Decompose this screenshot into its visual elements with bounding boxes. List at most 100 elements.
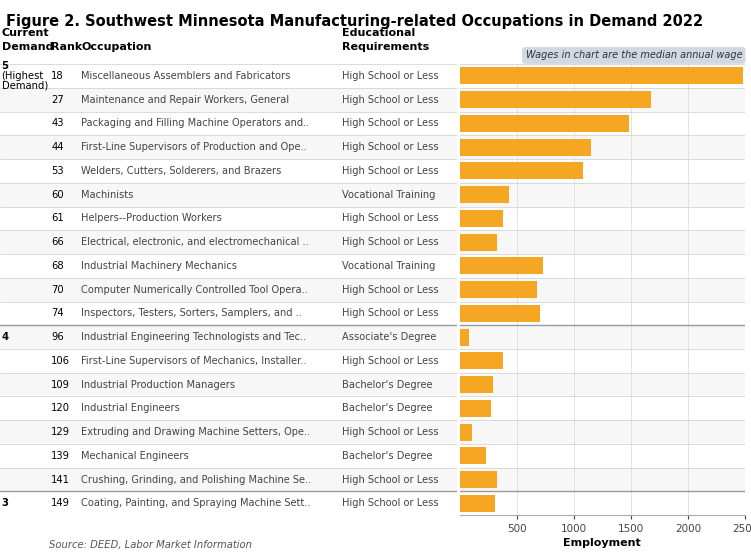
- X-axis label: Employment: Employment: [563, 539, 641, 549]
- Bar: [460, 233, 497, 251]
- Text: High School or Less: High School or Less: [342, 285, 439, 295]
- Bar: [460, 325, 745, 349]
- Text: Associate's Degree: Associate's Degree: [342, 332, 436, 342]
- Bar: [460, 278, 745, 301]
- Bar: [460, 495, 495, 512]
- Text: Industrial Machinery Mechanics: Industrial Machinery Mechanics: [81, 261, 237, 271]
- Bar: [0, 230, 457, 254]
- Bar: [0, 135, 457, 159]
- Bar: [460, 281, 537, 298]
- Bar: [460, 210, 503, 227]
- Bar: [0, 373, 457, 397]
- Text: Crushing, Grinding, and Polishing Machine Se..: Crushing, Grinding, and Polishing Machin…: [81, 475, 312, 485]
- Text: Mechanical Engineers: Mechanical Engineers: [81, 451, 189, 461]
- Text: 68: 68: [51, 261, 64, 271]
- Text: Wages in chart are the median annual wage: Wages in chart are the median annual wag…: [526, 51, 742, 61]
- Text: Computer Numerically Controlled Tool Opera..: Computer Numerically Controlled Tool Ope…: [81, 285, 308, 295]
- Text: Industrial Engineering Technologists and Tec..: Industrial Engineering Technologists and…: [81, 332, 306, 342]
- Text: First-Line Supervisors of Mechanics, Installer..: First-Line Supervisors of Mechanics, Ins…: [81, 356, 306, 366]
- Bar: [460, 183, 745, 207]
- Text: Helpers--Production Workers: Helpers--Production Workers: [81, 213, 222, 223]
- Bar: [460, 329, 469, 346]
- Bar: [0, 325, 457, 349]
- Text: Inspectors, Testers, Sorters, Samplers, and ..: Inspectors, Testers, Sorters, Samplers, …: [81, 309, 302, 319]
- Bar: [460, 420, 745, 444]
- Bar: [460, 423, 472, 441]
- Text: High School or Less: High School or Less: [342, 119, 439, 129]
- Bar: [460, 257, 543, 275]
- Text: High School or Less: High School or Less: [342, 499, 439, 509]
- Text: Source: DEED, Labor Market Information: Source: DEED, Labor Market Information: [49, 540, 252, 550]
- Text: First-Line Supervisors of Production and Ope..: First-Line Supervisors of Production and…: [81, 142, 307, 152]
- Bar: [0, 468, 457, 491]
- Text: 120: 120: [51, 403, 70, 413]
- Text: Demand: Demand: [2, 42, 53, 52]
- Text: 106: 106: [51, 356, 70, 366]
- Text: Industrial Production Managers: Industrial Production Managers: [81, 380, 235, 390]
- Text: Industrial Engineers: Industrial Engineers: [81, 403, 180, 413]
- Text: Maintenance and Repair Workers, General: Maintenance and Repair Workers, General: [81, 95, 289, 105]
- Bar: [460, 91, 651, 108]
- Text: 66: 66: [51, 237, 64, 247]
- Text: Current: Current: [2, 28, 49, 38]
- Text: (Highest: (Highest: [2, 71, 44, 81]
- Text: 44: 44: [51, 142, 64, 152]
- Bar: [460, 376, 493, 393]
- Bar: [460, 468, 745, 491]
- Bar: [0, 278, 457, 301]
- Text: Bachelor's Degree: Bachelor's Degree: [342, 380, 433, 390]
- Text: Demand): Demand): [2, 81, 48, 91]
- Text: Bachelor's Degree: Bachelor's Degree: [342, 451, 433, 461]
- Text: High School or Less: High School or Less: [342, 142, 439, 152]
- Text: Bachelor's Degree: Bachelor's Degree: [342, 403, 433, 413]
- Text: 70: 70: [51, 285, 64, 295]
- Bar: [0, 420, 457, 444]
- Bar: [460, 400, 491, 417]
- Text: High School or Less: High School or Less: [342, 475, 439, 485]
- Text: 61: 61: [51, 213, 64, 223]
- Text: Educational: Educational: [342, 28, 415, 38]
- Text: Machinists: Machinists: [81, 189, 134, 199]
- Text: Vocational Training: Vocational Training: [342, 261, 435, 271]
- Text: 129: 129: [51, 427, 70, 437]
- Text: 60: 60: [51, 189, 64, 199]
- Bar: [0, 183, 457, 207]
- Bar: [460, 88, 745, 111]
- Text: 18: 18: [51, 71, 64, 81]
- Bar: [0, 88, 457, 111]
- Text: 141: 141: [51, 475, 70, 485]
- Text: 139: 139: [51, 451, 70, 461]
- Text: Vocational Training: Vocational Training: [342, 189, 435, 199]
- Bar: [460, 447, 486, 465]
- Text: 43: 43: [51, 119, 64, 129]
- Text: High School or Less: High School or Less: [342, 356, 439, 366]
- Text: High School or Less: High School or Less: [342, 95, 439, 105]
- Bar: [460, 162, 583, 179]
- Text: Extruding and Drawing Machine Setters, Ope..: Extruding and Drawing Machine Setters, O…: [81, 427, 310, 437]
- Text: Figure 2. Southwest Minnesota Manufacturing-related Occupations in Demand 2022: Figure 2. Southwest Minnesota Manufactur…: [6, 14, 703, 29]
- Text: Requirements: Requirements: [342, 42, 429, 52]
- Text: Rank: Rank: [51, 42, 83, 52]
- Text: Miscellaneous Assemblers and Fabricators: Miscellaneous Assemblers and Fabricators: [81, 71, 291, 81]
- Text: Packaging and Filling Machine Operators and..: Packaging and Filling Machine Operators …: [81, 119, 309, 129]
- Bar: [460, 67, 743, 85]
- Text: 5: 5: [2, 61, 8, 71]
- Bar: [460, 353, 503, 369]
- Bar: [460, 373, 745, 397]
- Bar: [460, 135, 745, 159]
- Text: High School or Less: High School or Less: [342, 237, 439, 247]
- Bar: [460, 139, 591, 156]
- Bar: [460, 305, 539, 322]
- Text: Occupation: Occupation: [81, 42, 152, 52]
- Text: High School or Less: High School or Less: [342, 427, 439, 437]
- Text: High School or Less: High School or Less: [342, 309, 439, 319]
- Bar: [460, 115, 629, 132]
- Text: 4: 4: [2, 332, 8, 342]
- Text: 53: 53: [51, 166, 64, 176]
- Text: 3: 3: [2, 499, 8, 509]
- Text: High School or Less: High School or Less: [342, 166, 439, 176]
- Text: 149: 149: [51, 499, 70, 509]
- Text: Coating, Painting, and Spraying Machine Sett..: Coating, Painting, and Spraying Machine …: [81, 499, 311, 509]
- Text: High School or Less: High School or Less: [342, 213, 439, 223]
- Text: Electrical, electronic, and electromechanical ..: Electrical, electronic, and electromecha…: [81, 237, 309, 247]
